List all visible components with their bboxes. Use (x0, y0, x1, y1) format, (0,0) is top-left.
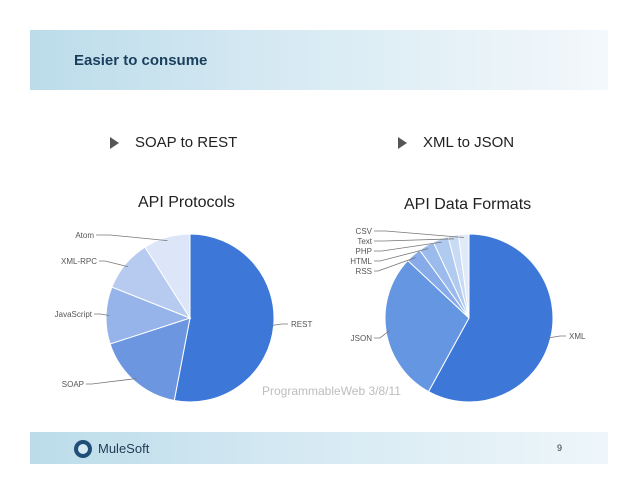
slice-label: XML-RPC (61, 257, 97, 266)
leader-line (270, 323, 288, 326)
leader-line (86, 378, 137, 385)
leader-line (374, 230, 464, 238)
leader-line (99, 260, 128, 267)
page-number: 9 (557, 443, 563, 453)
header-band: Easier to consume (30, 30, 608, 90)
pie-slice-json (384, 259, 470, 393)
footer-band: MuleSoft 9 (30, 432, 608, 464)
slice-label: JSON (351, 334, 373, 343)
slice-label: Text (357, 237, 372, 246)
bullet-arrow-icon (110, 136, 119, 149)
leader-line (374, 257, 416, 272)
slice-label: JavaScript (55, 310, 93, 319)
mulesoft-logo-icon (74, 440, 92, 458)
pie-slice-csv (457, 233, 470, 319)
bullet-xml-to-json: XML to JSON (398, 134, 514, 151)
bullet-text: XML to JSON (423, 134, 515, 151)
pie-slice-rest (173, 233, 275, 403)
slide-title: Easier to consume (74, 52, 208, 69)
bullet-arrow-icon (398, 136, 407, 149)
slice-label: PHP (356, 247, 372, 256)
bullet-soap-to-rest: SOAP to REST (110, 134, 237, 151)
slice-label: Atom (75, 231, 94, 240)
leader-line (547, 335, 566, 339)
slice-label: REST (291, 320, 312, 329)
slice-label: XML (569, 332, 586, 341)
source-label: ProgrammableWeb 3/8/11 (262, 384, 401, 398)
leader-line (94, 313, 110, 316)
leader-line (374, 241, 442, 252)
leader-line (374, 238, 454, 242)
bullet-text: SOAP to REST (135, 134, 238, 151)
slice-label: HTML (350, 257, 372, 266)
pie-slice-xml (427, 233, 554, 403)
leader-line (374, 248, 429, 262)
slice-label: RSS (356, 267, 372, 276)
pie-slice-soap (109, 317, 191, 402)
leader-line (96, 234, 168, 241)
chart-title-api-data-formats: API Data Formats (404, 196, 532, 213)
slice-label: CSV (356, 227, 373, 236)
slice-label: SOAP (62, 380, 84, 389)
pie-slice-atom (144, 233, 191, 320)
leader-line (374, 330, 390, 339)
logo-text: MuleSoft (98, 441, 150, 456)
chart-title-api-protocols: API Protocols (138, 194, 235, 211)
